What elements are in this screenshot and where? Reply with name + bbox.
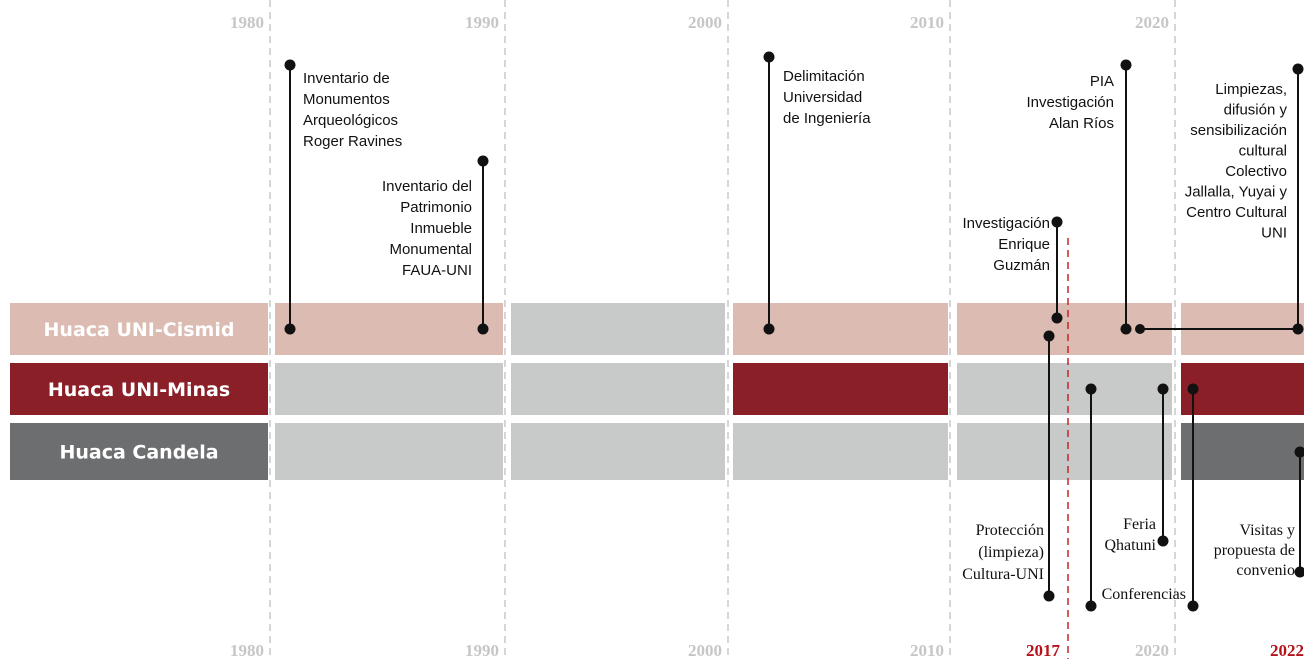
event-label: Inventario del — [382, 178, 472, 195]
pin-dot — [1043, 330, 1055, 342]
event-label: Inmueble — [410, 220, 472, 237]
pin-dot — [763, 51, 775, 63]
event-label: Centro Cultural — [1186, 204, 1287, 221]
highlight-year: 2022 — [1270, 641, 1304, 659]
row-label: Huaca UNI-Minas — [48, 379, 230, 401]
event-label: Patrimonio — [400, 199, 472, 216]
pin-dot — [1085, 383, 1097, 395]
pin-dot — [1120, 59, 1132, 71]
decade-label-bottom: 2010 — [910, 641, 944, 659]
row-cell — [957, 423, 1172, 480]
event-label: convenio — [1236, 562, 1295, 579]
decade-label-bottom: 2000 — [688, 641, 722, 659]
event-label: sensibilización — [1190, 122, 1287, 139]
decade-label-bottom: 1980 — [230, 641, 264, 659]
decade-label-top: 1990 — [465, 13, 499, 32]
event-label: Cultura-UNI — [962, 566, 1044, 583]
pin-dot — [477, 155, 489, 167]
row-cell — [511, 363, 725, 415]
event-label: Jallalla, Yuyai y — [1185, 184, 1288, 201]
event-label: difusión y — [1224, 102, 1288, 119]
pin-dot — [1085, 600, 1097, 612]
pin-dot — [1051, 312, 1063, 324]
pin-dot — [1135, 324, 1145, 334]
event-label: Limpiezas, — [1215, 81, 1287, 98]
row-cell — [275, 423, 503, 480]
decade-label-top: 1980 — [230, 13, 264, 32]
pin-dot — [1157, 383, 1169, 395]
event-label: Inventario de — [303, 70, 390, 87]
row-cell — [511, 423, 725, 480]
event-label: Investigación — [1026, 94, 1114, 111]
event-label: Universidad — [783, 89, 862, 106]
pin-dot — [1294, 446, 1304, 458]
event-label: Arqueológicos — [303, 112, 398, 129]
event-label: Conferencias — [1102, 586, 1186, 603]
row-cell — [511, 303, 725, 355]
pin-dot — [477, 323, 489, 335]
pin-dot — [763, 323, 775, 335]
decade-label-top: 2010 — [910, 13, 944, 32]
event-label: Enrique — [998, 236, 1050, 253]
row-cell — [275, 303, 503, 355]
decade-label-bottom: 2020 — [1135, 641, 1169, 659]
pin-dot — [1157, 535, 1169, 547]
event-label: UNI — [1261, 225, 1287, 242]
event-label: Delimitación — [783, 68, 865, 85]
pin-dot — [1187, 600, 1199, 612]
row-cell — [275, 363, 503, 415]
pin-dot — [1043, 590, 1055, 602]
event-label: cultural — [1239, 143, 1287, 160]
row-cell — [957, 363, 1172, 415]
highlight-year: 2017 — [1026, 641, 1061, 659]
row-label: Huaca UNI-Cismid — [44, 319, 235, 341]
event-label: Investigación — [962, 215, 1050, 232]
row-cell — [733, 423, 948, 480]
decade-label-bottom: 1990 — [465, 641, 499, 659]
event-label: Colectivo — [1225, 163, 1287, 180]
pin-dot — [1294, 566, 1304, 578]
event-label: Feria — [1123, 516, 1156, 533]
row-label-bg — [10, 303, 268, 355]
pin-dot — [284, 323, 296, 335]
decade-label-top: 2000 — [688, 13, 722, 32]
event-label: Monumentos — [303, 91, 390, 108]
pin-dot — [1051, 216, 1063, 228]
row-label: Huaca Candela — [59, 442, 218, 464]
event-label: Roger Ravines — [303, 133, 402, 150]
pin-dot — [1120, 323, 1132, 335]
row-label-bg — [10, 423, 268, 480]
event-label: Visitas y — [1240, 522, 1295, 539]
event-label: Alan Ríos — [1049, 115, 1114, 132]
pin-dot — [284, 59, 296, 71]
event-label: (limpieza) — [978, 544, 1044, 561]
decade-label-top: 2020 — [1135, 13, 1169, 32]
event-label: Protección — [976, 522, 1044, 539]
event-label: de Ingeniería — [783, 110, 871, 127]
pin-dot — [1292, 323, 1304, 335]
event-label: FAUA-UNI — [402, 262, 472, 279]
row-cell — [733, 363, 948, 415]
pin-dot — [1292, 63, 1304, 75]
row-cell — [1181, 363, 1304, 415]
event-label: PIA — [1090, 73, 1114, 90]
event-label: Guzmán — [993, 257, 1050, 274]
event-label: Monumental — [389, 241, 472, 258]
row-label-bg — [10, 363, 268, 415]
event-label: propuesta de — [1214, 542, 1295, 559]
row-cell — [1181, 423, 1304, 480]
event-label: Qhatuni — [1104, 537, 1156, 554]
pin-dot — [1187, 383, 1199, 395]
